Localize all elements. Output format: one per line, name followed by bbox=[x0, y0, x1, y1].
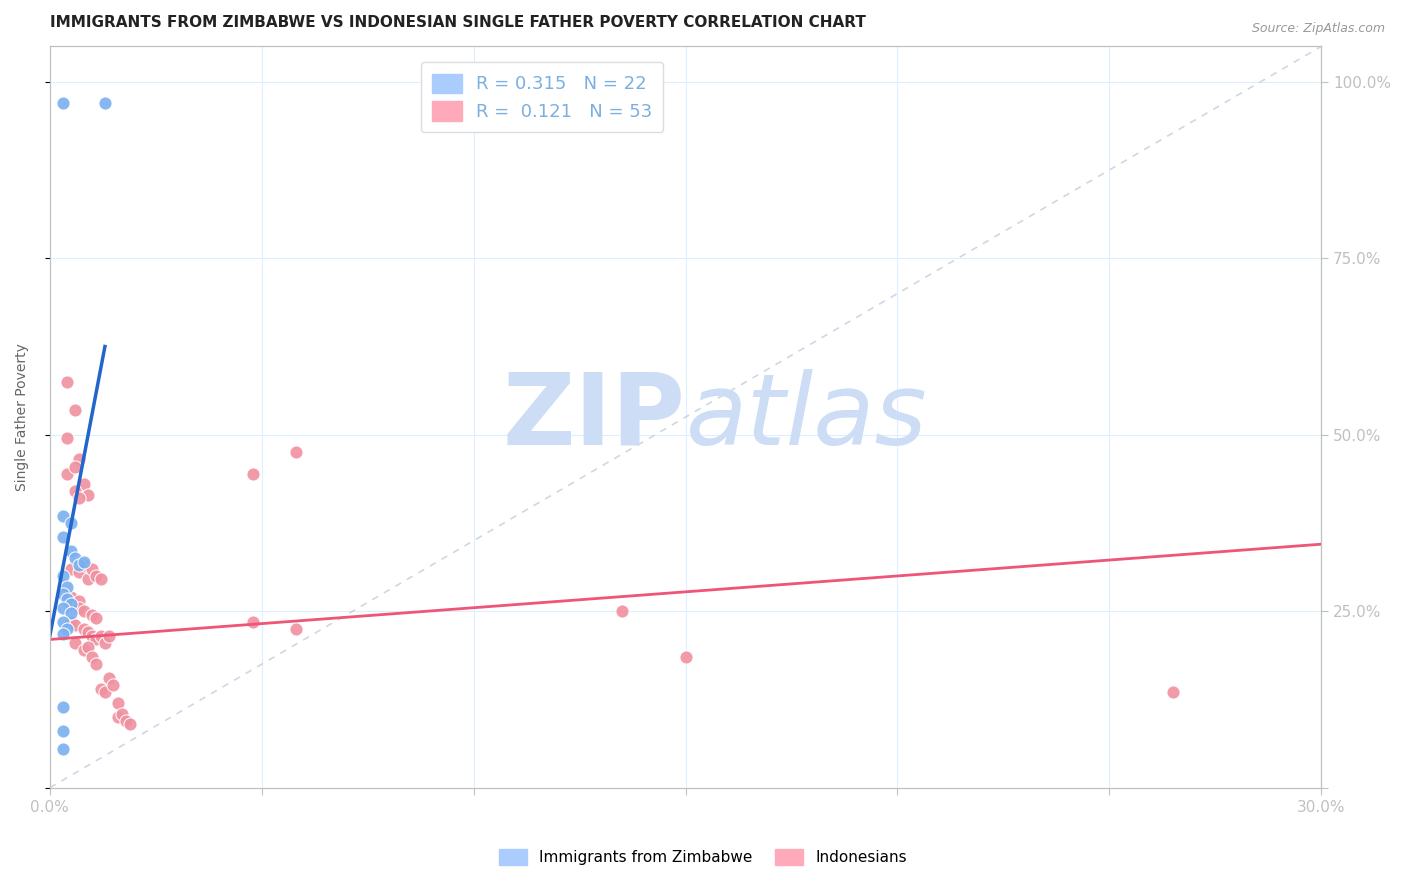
Point bbox=[51, 508, 73, 523]
Point bbox=[77, 640, 100, 654]
Point bbox=[73, 555, 96, 569]
Point bbox=[73, 477, 96, 491]
Point bbox=[73, 558, 96, 573]
Y-axis label: Single Father Poverty: Single Father Poverty bbox=[15, 343, 30, 491]
Point bbox=[82, 562, 104, 576]
Point bbox=[284, 445, 307, 459]
Text: atlas: atlas bbox=[686, 368, 927, 466]
Point bbox=[107, 696, 129, 710]
Point bbox=[69, 593, 91, 607]
Point bbox=[65, 551, 87, 566]
Point bbox=[94, 636, 117, 650]
Point bbox=[111, 706, 134, 721]
Point bbox=[60, 516, 83, 530]
Point bbox=[77, 625, 100, 640]
Point bbox=[120, 717, 142, 731]
Point bbox=[51, 600, 73, 615]
Point bbox=[69, 491, 91, 506]
Point bbox=[51, 569, 73, 583]
Point bbox=[55, 467, 77, 481]
Point bbox=[98, 671, 121, 685]
Point bbox=[82, 607, 104, 622]
Point bbox=[60, 615, 83, 629]
Point bbox=[55, 580, 77, 594]
Legend: R = 0.315   N = 22, R =  0.121   N = 53: R = 0.315 N = 22, R = 0.121 N = 53 bbox=[420, 62, 664, 132]
Point bbox=[90, 573, 112, 587]
Point bbox=[90, 629, 112, 643]
Point bbox=[94, 685, 117, 699]
Point bbox=[51, 95, 73, 110]
Point bbox=[65, 618, 87, 632]
Point bbox=[65, 403, 87, 417]
Point bbox=[107, 710, 129, 724]
Point bbox=[55, 622, 77, 636]
Point bbox=[86, 569, 108, 583]
Point bbox=[51, 699, 73, 714]
Point bbox=[60, 544, 83, 558]
Point bbox=[69, 558, 91, 573]
Point bbox=[51, 530, 73, 544]
Point bbox=[82, 650, 104, 665]
Point bbox=[86, 657, 108, 672]
Point bbox=[65, 459, 87, 474]
Point bbox=[77, 488, 100, 502]
Point bbox=[69, 452, 91, 467]
Point bbox=[86, 611, 108, 625]
Point bbox=[60, 606, 83, 620]
Point bbox=[94, 95, 117, 110]
Point bbox=[610, 604, 633, 618]
Point bbox=[242, 467, 264, 481]
Point bbox=[77, 573, 100, 587]
Point bbox=[242, 615, 264, 629]
Point bbox=[60, 562, 83, 576]
Point bbox=[73, 604, 96, 618]
Point bbox=[55, 591, 77, 606]
Point bbox=[51, 627, 73, 641]
Point bbox=[73, 643, 96, 657]
Point bbox=[55, 431, 77, 445]
Point bbox=[1161, 685, 1184, 699]
Text: ZIP: ZIP bbox=[502, 368, 686, 466]
Point bbox=[65, 636, 87, 650]
Point bbox=[55, 375, 77, 389]
Point bbox=[103, 678, 125, 692]
Point bbox=[51, 742, 73, 756]
Point bbox=[115, 714, 138, 728]
Point bbox=[60, 590, 83, 604]
Point bbox=[284, 622, 307, 636]
Legend: Immigrants from Zimbabwe, Indonesians: Immigrants from Zimbabwe, Indonesians bbox=[494, 843, 912, 871]
Point bbox=[90, 681, 112, 696]
Point bbox=[51, 586, 73, 600]
Point bbox=[65, 484, 87, 499]
Point bbox=[73, 622, 96, 636]
Point bbox=[60, 597, 83, 611]
Point bbox=[86, 632, 108, 647]
Point bbox=[69, 566, 91, 580]
Point bbox=[51, 615, 73, 629]
Text: IMMIGRANTS FROM ZIMBABWE VS INDONESIAN SINGLE FATHER POVERTY CORRELATION CHART: IMMIGRANTS FROM ZIMBABWE VS INDONESIAN S… bbox=[49, 15, 866, 30]
Text: Source: ZipAtlas.com: Source: ZipAtlas.com bbox=[1251, 22, 1385, 36]
Point bbox=[51, 724, 73, 739]
Point bbox=[82, 629, 104, 643]
Point bbox=[69, 600, 91, 615]
Point bbox=[675, 650, 697, 665]
Point bbox=[98, 629, 121, 643]
